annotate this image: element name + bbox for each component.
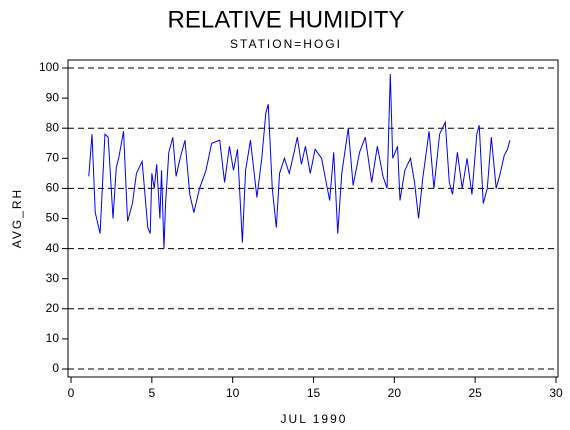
plot-frame [67,59,559,378]
x-axis-label: JUL 1990 [281,412,348,426]
chart-title: RELATIVE HUMIDITY [168,6,405,33]
x-tick-label: 0 [68,386,75,400]
y-tick-label: 80 [46,120,60,134]
y-tick-label: 50 [46,211,60,225]
y-tick-label: 70 [46,150,60,164]
y-tick-label: 100 [39,60,59,74]
x-tick-label: 20 [388,386,402,400]
x-tick-label: 10 [226,386,240,400]
x-tick-label: 30 [549,386,563,400]
chart-subtitle: STATION=HOGI [230,37,342,51]
y-tick-label: 20 [46,301,60,315]
y-tick-label: 90 [46,90,60,104]
y-tick-label: 10 [46,331,60,345]
x-tick-label: 25 [468,386,482,400]
x-tick-label: 5 [148,386,155,400]
y-tick-label: 40 [46,241,60,255]
x-tick-label: 15 [307,386,321,400]
y-tick-label: 60 [46,181,60,195]
data-line [88,74,511,249]
y-tick-label: 30 [46,271,60,285]
y-axis-label: AVG_RH [10,188,24,248]
y-tick-label: 0 [52,361,59,375]
